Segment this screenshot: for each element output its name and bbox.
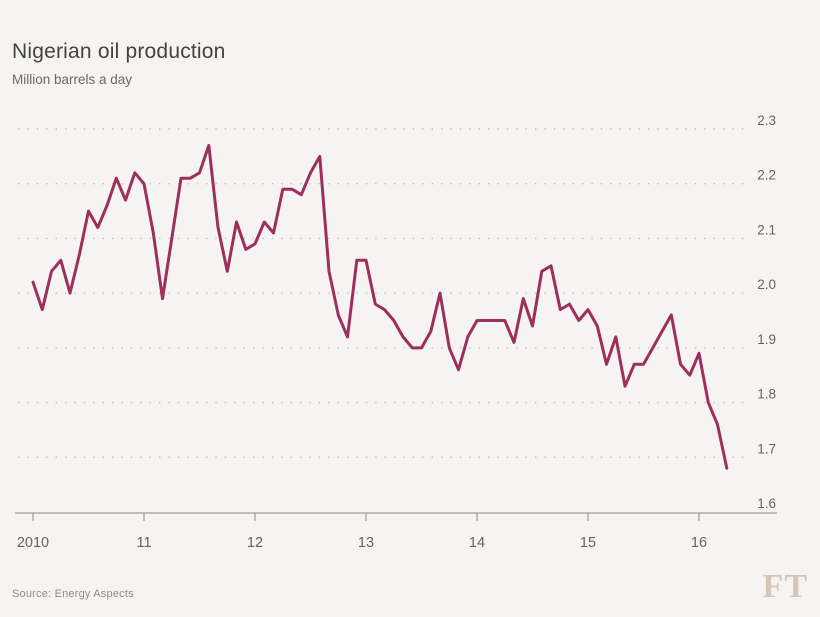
chart-title: Nigerian oil production [12, 40, 226, 63]
y-axis-tick-label: 1.8 [757, 387, 776, 402]
y-axis-tick-label: 2.1 [757, 222, 776, 237]
y-axis-tick-label: 1.7 [757, 441, 776, 456]
x-axis-tick-label: 16 [691, 535, 707, 551]
y-axis-tick-label: 1.6 [757, 496, 776, 511]
y-axis-tick-label: 2.0 [757, 277, 776, 292]
y-axis-tick-label: 1.9 [757, 332, 776, 347]
source-note: Source: Energy Aspects [12, 588, 134, 600]
x-axis-tick-label: 15 [580, 535, 596, 551]
x-axis-tick-label: 13 [358, 535, 374, 551]
ft-logo: FT [762, 568, 808, 605]
x-axis-tick-label: 2010 [17, 535, 49, 551]
y-axis-tick-label: 2.2 [757, 168, 776, 183]
x-axis-tick-label: 14 [469, 535, 485, 551]
production-data-line [31, 143, 729, 470]
x-axis-tick-label: 11 [136, 535, 151, 551]
x-axis-tick-label: 12 [247, 535, 263, 551]
chart-subtitle: Million barrels a day [12, 72, 133, 87]
y-axis-tick-label: 2.3 [757, 113, 776, 128]
